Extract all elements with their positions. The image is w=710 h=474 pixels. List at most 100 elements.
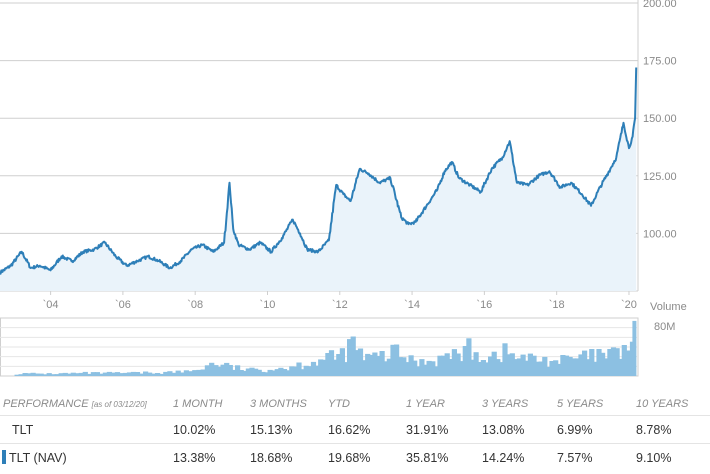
volume-bar <box>491 351 497 376</box>
volume-bar <box>625 350 631 376</box>
col-3-years: 3 YEARS <box>482 398 529 410</box>
volume-bar <box>86 373 92 376</box>
volume-bar <box>401 357 407 376</box>
volume-bar <box>610 347 617 376</box>
cell-ytd: 16.62% <box>328 415 406 444</box>
volume-bar <box>365 353 371 376</box>
volume-bar <box>516 358 523 376</box>
volume-bar <box>513 359 519 376</box>
cell-1-month: 13.38% <box>173 443 250 471</box>
col-ytd: YTD <box>328 398 350 410</box>
volume-bar <box>527 353 533 376</box>
volume-bar <box>102 372 108 376</box>
y-tick-label: 150.00 <box>643 113 677 125</box>
volume-bar <box>332 359 338 376</box>
x-tick-label: `12 <box>332 299 348 311</box>
volume-bar <box>220 364 226 376</box>
x-tick-label: `14 <box>404 299 420 311</box>
volume-bar <box>582 350 588 376</box>
volume-label: Volume <box>650 301 687 313</box>
volume-bar <box>589 349 595 376</box>
price-line <box>0 67 638 275</box>
volume-bar <box>238 370 244 376</box>
cell-3-years: 14.24% <box>482 443 557 471</box>
volume-bar <box>531 355 537 376</box>
volume-bar <box>22 373 28 376</box>
volume-bar <box>167 371 173 376</box>
volume-bar <box>473 352 479 376</box>
cell-ytd: 19.68% <box>328 443 406 471</box>
price-chart: 200.00 175.00 150.00 125.00 100.00 `04 `06 `08… <box>0 0 687 377</box>
volume-bar <box>179 372 185 376</box>
col-1-month: 1 MONTH <box>173 398 223 410</box>
x-tick-label: `06 <box>115 299 131 311</box>
volume-bar <box>357 348 364 376</box>
table-row: TLT (NAV) 13.38% 18.68% 19.68% 35.81% 14… <box>0 443 710 471</box>
volume-bar <box>296 362 302 376</box>
volume-bar <box>171 372 177 376</box>
volume-bar <box>632 320 637 376</box>
volume-bar <box>271 370 277 376</box>
volume-bar <box>412 360 418 376</box>
volume-bar <box>488 356 494 376</box>
volume-bar <box>336 354 342 376</box>
volume-bar <box>46 373 52 376</box>
volume-bar <box>163 371 169 376</box>
volume-bar <box>278 367 284 376</box>
volume-bar <box>134 372 141 376</box>
volume-bar <box>267 369 273 376</box>
volume-bar <box>200 369 206 376</box>
volume-bar <box>307 366 313 376</box>
volume-bar <box>34 373 40 376</box>
volume-bar <box>175 370 181 376</box>
volume-bar <box>538 361 544 376</box>
volume-bar <box>339 348 345 376</box>
volume-bar <box>596 349 602 376</box>
volume-bar <box>556 363 562 376</box>
price-area <box>0 67 637 291</box>
volume-bar <box>520 354 526 376</box>
volume-bar <box>58 373 64 376</box>
volume-bar <box>209 362 215 376</box>
volume-bar <box>545 366 551 376</box>
col-1-year: 1 YEAR <box>406 398 445 410</box>
volume-bar <box>70 372 76 376</box>
volume-bar <box>477 362 483 376</box>
cell-10-years: 8.78% <box>636 415 710 444</box>
volume-bar <box>260 371 266 376</box>
volume-bar <box>285 370 291 376</box>
volume-bar <box>578 354 584 376</box>
volume-bar <box>183 370 189 376</box>
volume-bar <box>607 349 613 376</box>
volume-bar <box>415 366 421 376</box>
volume-bar <box>469 359 476 376</box>
volume-bar <box>524 360 530 376</box>
volume-bar <box>321 359 327 376</box>
volume-bar <box>328 350 335 376</box>
volume-bar <box>600 352 606 376</box>
volume-bar <box>274 369 280 376</box>
volume-bar <box>62 372 68 376</box>
performance-table: PERFORMANCE [as of 03/12/20] 1 MONTH 3 M… <box>0 393 710 471</box>
volume-bar <box>235 365 241 376</box>
volume-bar <box>110 372 117 376</box>
volume-bar <box>224 362 230 376</box>
volume-bar <box>592 361 598 376</box>
cell-3-months: 18.68% <box>250 443 328 471</box>
x-tick-label: `08 <box>187 299 203 311</box>
cell-3-months: 15.13% <box>250 415 328 444</box>
y-axis-ticks: 200.00 175.00 150.00 125.00 100.00 <box>643 0 677 240</box>
performance-header-row: PERFORMANCE [as of 03/12/20] 1 MONTH 3 M… <box>0 393 710 416</box>
volume-bar <box>560 355 566 376</box>
performance-asof: [as of 03/12/20] <box>91 400 147 409</box>
volume-bar <box>196 369 202 376</box>
volume-bar <box>14 374 20 376</box>
volume-bar <box>563 355 570 376</box>
volume-bar <box>390 344 396 376</box>
volume-bar <box>347 339 353 376</box>
y-tick-label: 100.00 <box>643 228 677 240</box>
volume-bar <box>448 359 454 376</box>
volume-bar <box>204 365 210 376</box>
volume-bar <box>542 356 548 376</box>
volume-bar <box>408 355 414 376</box>
